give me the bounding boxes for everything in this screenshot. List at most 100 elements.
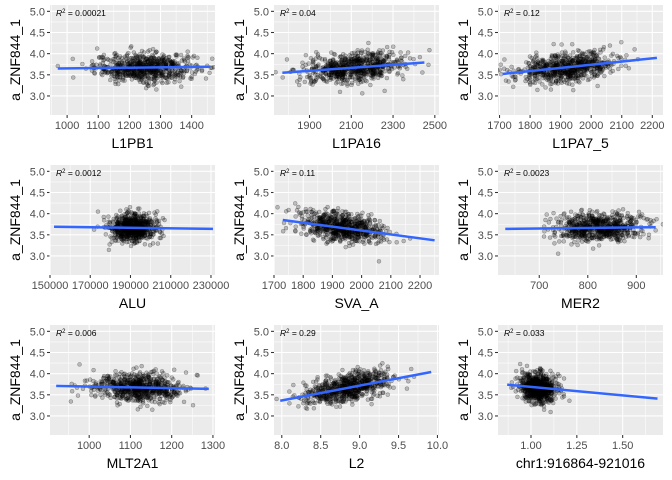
data-point [300, 64, 305, 69]
data-point [557, 70, 562, 75]
data-point [131, 57, 136, 62]
data-point [160, 72, 166, 77]
data-point [356, 68, 361, 74]
data-point [127, 73, 132, 79]
data-point [528, 82, 533, 87]
data-point [315, 52, 321, 57]
data-point [353, 58, 359, 63]
data-point [172, 72, 177, 77]
data-point [115, 69, 121, 75]
data-point [563, 56, 568, 62]
data-point [363, 58, 369, 64]
data-point [345, 78, 350, 83]
data-point [381, 58, 386, 64]
data-point [131, 238, 136, 244]
y-tick-label: 3.0 [30, 91, 45, 103]
data-point [579, 59, 584, 65]
data-point [596, 56, 602, 62]
data-point [357, 56, 363, 61]
data-point [150, 60, 155, 65]
data-point [293, 224, 298, 229]
data-point [307, 76, 313, 81]
data-point [340, 74, 345, 79]
data-point [303, 206, 309, 212]
data-point [329, 72, 335, 78]
data-point [129, 69, 135, 75]
data-point [329, 61, 334, 66]
data-point [548, 87, 554, 92]
data-point [99, 71, 104, 76]
data-point [541, 59, 546, 65]
data-point [344, 69, 349, 75]
data-point [407, 56, 413, 61]
data-point [370, 53, 375, 58]
data-point [339, 70, 344, 76]
data-point [296, 210, 302, 215]
data-point [141, 55, 147, 60]
data-point [182, 59, 188, 64]
data-point [580, 68, 586, 73]
data-point [323, 71, 328, 77]
data-point [101, 214, 106, 220]
data-point [559, 80, 564, 85]
data-point [189, 74, 194, 79]
data-point [160, 52, 165, 57]
data-point [551, 58, 556, 64]
data-point [620, 207, 626, 212]
data-point [577, 48, 582, 54]
data-point [592, 54, 597, 59]
data-point [118, 70, 124, 75]
data-point [131, 73, 137, 79]
data-point [602, 55, 607, 60]
data-point [564, 221, 569, 226]
data-point [578, 221, 583, 226]
data-point [150, 241, 156, 246]
data-point [360, 59, 366, 64]
data-point [117, 58, 122, 63]
data-point [373, 57, 379, 62]
data-point [562, 70, 567, 76]
data-point [363, 78, 368, 83]
data-point [358, 70, 364, 76]
data-point [367, 68, 372, 74]
x-axis-title: SVA_A [334, 295, 379, 311]
data-point [594, 73, 600, 78]
data-point [145, 83, 151, 88]
data-point [570, 42, 575, 47]
data-point [555, 62, 560, 68]
data-point [594, 65, 600, 71]
data-point [605, 218, 611, 223]
data-point [300, 60, 305, 65]
data-point [369, 73, 375, 78]
data-point [129, 44, 134, 49]
data-point [333, 70, 338, 75]
data-point [509, 64, 514, 70]
data-point [136, 69, 141, 74]
data-point [159, 70, 164, 76]
data-point [133, 232, 138, 238]
data-point [333, 61, 339, 67]
data-point [350, 75, 355, 80]
data-point [588, 49, 594, 54]
data-point [548, 75, 553, 81]
data-point [355, 48, 360, 53]
data-point [334, 81, 339, 86]
data-point [158, 57, 163, 63]
data-point [138, 61, 143, 66]
data-point [162, 57, 167, 62]
data-point [542, 229, 547, 234]
data-point [334, 60, 340, 65]
data-point [319, 57, 325, 62]
data-point [113, 81, 118, 87]
data-point [137, 75, 142, 81]
data-point [561, 212, 566, 217]
data-point [369, 212, 374, 217]
data-point [604, 65, 609, 70]
y-tick-label: 3.0 [478, 251, 493, 263]
data-point [189, 76, 194, 81]
data-point [337, 76, 342, 81]
data-point [154, 68, 160, 74]
data-point [165, 58, 171, 63]
data-point [156, 61, 162, 66]
data-point [337, 73, 342, 78]
